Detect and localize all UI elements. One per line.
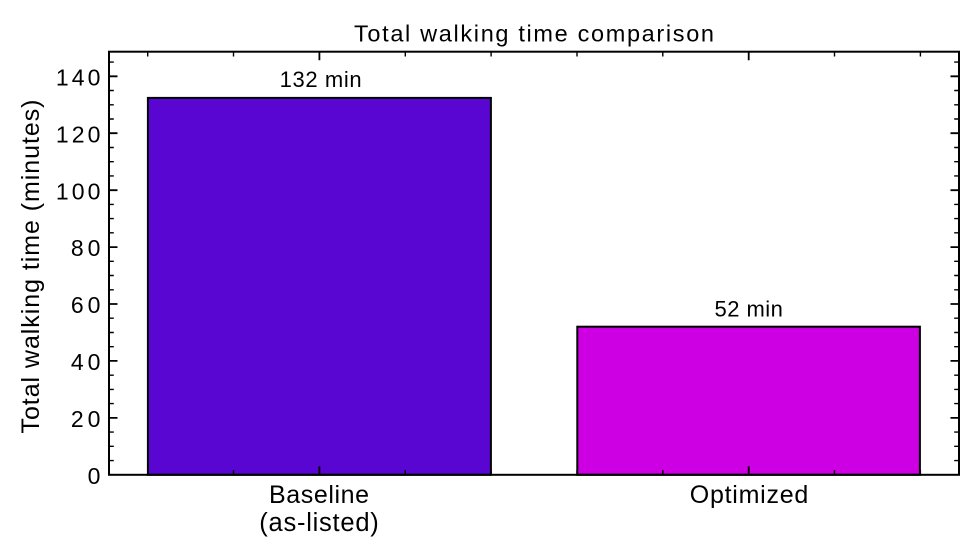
svg-text:Total walking time (minutes): Total walking time (minutes) <box>17 99 45 433</box>
svg-text:(as-listed): (as-listed) <box>259 509 379 537</box>
svg-text:80: 80 <box>71 235 101 261</box>
svg-text:132 min: 132 min <box>280 67 362 92</box>
svg-text:52 min: 52 min <box>715 296 783 321</box>
svg-text:120: 120 <box>56 121 100 147</box>
svg-text:100: 100 <box>56 178 100 204</box>
svg-text:Optimized: Optimized <box>690 481 809 509</box>
svg-text:60: 60 <box>71 292 101 318</box>
svg-text:20: 20 <box>71 406 101 432</box>
svg-text:0: 0 <box>88 463 101 489</box>
svg-text:Baseline: Baseline <box>269 481 369 509</box>
svg-text:Total walking time comparison: Total walking time comparison <box>354 20 714 46</box>
svg-text:140: 140 <box>56 64 100 90</box>
svg-text:40: 40 <box>71 349 101 375</box>
